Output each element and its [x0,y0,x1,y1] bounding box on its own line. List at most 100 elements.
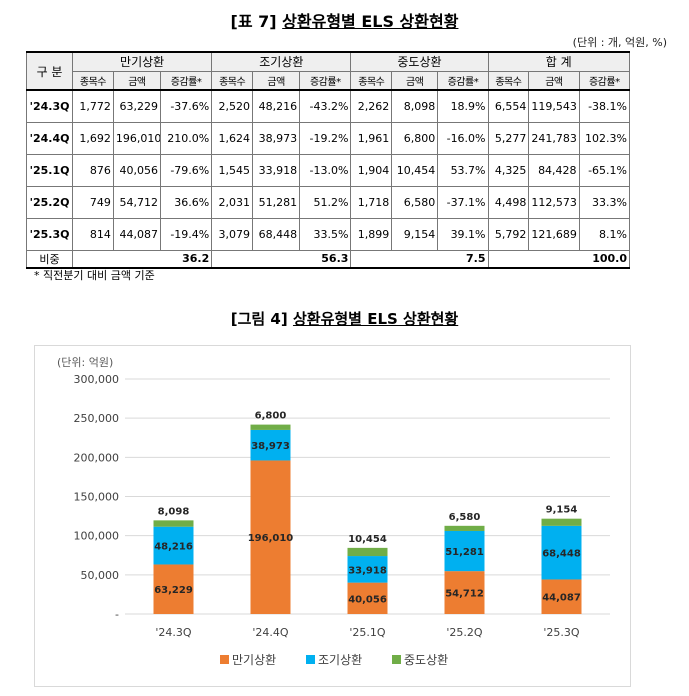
data-label: 9,154 [546,505,578,516]
share-row: 비중 36.2 56.3 7.5 100.0 [25,249,631,269]
legend-label-1: 조기상환 [318,653,362,667]
sub-header-count: 종목수 [350,70,393,91]
bar-2 [347,547,388,557]
y-tick-label: 300,000 [74,373,120,386]
y-tick-label: 200,000 [74,451,120,464]
sub-header-amount: 금액 [528,70,580,91]
els-redemption-table: 구 분 만기상환 조기상환 중도상환 합 계 종목수 금액 증감률* 종목수 금액 증감률… [25,51,631,269]
table-row: '25.2Q 749 54,712 36.6% 2,031 51,281 51.2% 1,71… [25,185,631,219]
legend-label-2: 중도상환 [404,653,448,667]
table-cell: 44,087 [112,217,161,251]
table-cell: 6,800 [391,121,439,155]
table-cell: -65.1% [578,153,631,187]
sub-header-amount: 금액 [112,70,161,91]
sub-header-count: 종목수 [211,70,254,91]
share-label: 비중 [25,249,74,269]
table-cell: -38.1% [578,89,631,123]
y-tick-label: 50,000 [81,569,120,582]
data-label: 51,281 [445,547,484,558]
bar-1 [153,526,194,565]
table-unit: (단위 : 개, 억원, %) [572,36,667,49]
table-cell: 9,154 [391,217,439,251]
table-cell: 3,079 [211,217,254,251]
table-cell: 2,031 [211,185,254,219]
table-cell: 8,098 [391,89,439,123]
table-cell: -13.0% [299,153,352,187]
table-row: '24.4Q 1,692 196,010 210.0% 1,624 38,973 -19.2… [25,121,631,155]
sub-header-amount: 금액 [391,70,439,91]
data-label: 6,800 [255,411,287,422]
group-header-early: 조기상환 [211,51,352,72]
table-cell: 39.1% [437,217,489,251]
table-cell: 68,448 [252,217,301,251]
sub-header-count: 종목수 [72,70,114,91]
bar-0 [347,582,388,614]
sub-header-change: 증감률* [578,70,631,91]
table-cell: 1,772 [72,89,114,123]
table-row: '25.3Q 814 44,087 -19.4% 3,079 68,448 33.5% 1,8… [25,217,631,251]
bar-0 [153,564,194,614]
sub-header-count: 종목수 [487,70,530,91]
table-cell: -16.0% [437,121,489,155]
table-cell: 53.7% [437,153,489,187]
table-footnote: * 직전분기 대비 금액 기준 [34,269,155,282]
data-label: 33,918 [348,565,387,576]
table-row: '24.3Q 1,772 63,229 -37.6% 2,520 48,216 -43.2%… [25,89,631,123]
table-cell: 2,262 [350,89,393,123]
table-cell: 33.5% [299,217,352,251]
table-cell: 119,543 [528,89,580,123]
table-cell: 63,229 [112,89,161,123]
table-cell: 1,904 [350,153,393,187]
legend-label-0: 만기상환 [232,653,276,667]
table-cell: -43.2% [299,89,352,123]
table-cell: 33.3% [578,185,631,219]
data-label: 38,973 [251,441,290,452]
share-value: 7.5 [350,249,489,269]
legend-swatch-0 [220,655,229,664]
row-label: '25.1Q [25,153,74,187]
table-cell: 8.1% [578,217,631,251]
share-value: 100.0 [487,249,631,269]
bar-1 [347,556,388,583]
table-cell: 2,520 [211,89,254,123]
table-sub-header-row: 종목수 금액 증감률* 종목수 금액 증감률* 종목수 금액 증감률* 종목수 금액 증감률* [26,70,631,91]
table-cell: 18.9% [437,89,489,123]
table-cell: 6,580 [391,185,439,219]
table-cell: 1,692 [72,121,114,155]
table-cell: 196,010 [112,121,161,155]
data-label: 40,056 [348,594,387,605]
bar-2 [153,520,194,527]
data-label: 68,448 [542,549,581,560]
row-header-cell: 구 분 [25,51,74,91]
sub-header-change: 증감률* [299,70,352,91]
sub-header-change: 증감률* [437,70,489,91]
table-cell: 33,918 [252,153,301,187]
row-label: '24.3Q [25,89,74,123]
bar-1 [541,525,582,580]
bar-2 [250,424,291,430]
data-label: 196,010 [248,533,294,544]
x-tick-label: '25.2Q [446,626,483,639]
table-cell: 51.2% [299,185,352,219]
stacked-bar-chart: (단위: 억원) - 50,000 100,000 150,000 200,000 250,… [34,345,631,687]
x-tick-label: '24.3Q [155,626,192,639]
row-label: '24.4Q [25,121,74,155]
table-cell: 814 [72,217,114,251]
table-cell: 4,325 [487,153,530,187]
chart-svg: (단위: 억원) - 50,000 100,000 150,000 200,000 250,… [57,356,610,667]
y-tick-label: 150,000 [74,491,120,504]
table-cell: 876 [72,153,114,187]
sub-header-change: 증감률* [159,70,213,91]
table-cell: 1,624 [211,121,254,155]
data-label: 8,098 [158,506,190,517]
legend-swatch-1 [306,655,315,664]
legend-swatch-2 [392,655,401,664]
bar-0 [541,579,582,614]
bar-2 [444,525,485,531]
data-label: 6,580 [449,512,481,523]
row-label: '25.2Q [25,185,74,219]
table-cell: 10,454 [391,153,439,187]
table-cell: 1,545 [211,153,254,187]
table-row: '25.1Q 876 40,056 -79.6% 1,545 33,918 -13.0% 1,… [25,153,631,187]
x-tick-label: '25.3Q [543,626,580,639]
